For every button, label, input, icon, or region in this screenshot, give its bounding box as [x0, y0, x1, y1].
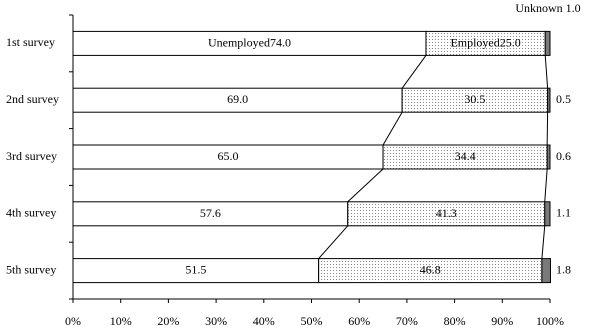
bar-segment [72, 144, 384, 170]
bar-segment [544, 201, 551, 227]
value-label: 51.5 [185, 262, 206, 276]
value-label-text: 25.0 [500, 35, 521, 49]
value-label: 34.4 [455, 149, 476, 163]
value-label-text: 46.8 [420, 262, 441, 276]
value-label: Unknown 1.0 [515, 1, 580, 15]
value-label: 0.5 [556, 92, 571, 106]
x-tick-label: 70% [396, 314, 418, 328]
value-label: 1.8 [556, 262, 571, 276]
bar-segment [382, 144, 548, 170]
value-label-text: 65.0 [218, 149, 239, 163]
y-tick-label: 2nd survey [6, 92, 59, 106]
value-label: 41.3 [436, 206, 457, 220]
y-tick-label: 3rd survey [6, 149, 57, 163]
value-label: 65.0 [218, 149, 239, 163]
value-label: 57.6 [200, 206, 221, 220]
y-tick-label: 4th survey [6, 206, 56, 220]
value-label-text: 69.0 [227, 92, 248, 106]
bar-segment [72, 87, 403, 113]
y-tick-label: 5th survey [6, 262, 56, 276]
value-label: 30.5 [464, 92, 485, 106]
bar-segment [547, 87, 551, 113]
bar-segment [318, 258, 543, 284]
value-label: 0.6 [556, 149, 571, 163]
x-tick-label: 20% [157, 314, 179, 328]
bar-segment [541, 258, 551, 284]
legend-label: Unemployed [208, 35, 270, 49]
x-tick-label: 50% [301, 314, 323, 328]
x-tick-label: 40% [253, 314, 275, 328]
value-label-text: 41.3 [436, 206, 457, 220]
bar-segment [72, 30, 427, 56]
bar-segment [72, 201, 349, 227]
value-label-text: 34.4 [455, 149, 476, 163]
value-label: 46.8 [420, 262, 441, 276]
x-tick-label: 10% [110, 314, 132, 328]
connector-line [544, 168, 548, 202]
legend-label: Employed [450, 35, 499, 49]
x-tick-label: 60% [348, 314, 370, 328]
bar-segment [546, 144, 551, 170]
x-tick-label: 30% [205, 314, 227, 328]
connector-line [318, 225, 349, 259]
value-label: Unemployed74.0 [208, 35, 291, 49]
value-label: 1.1 [556, 206, 571, 220]
connector-line [541, 225, 546, 259]
value-label: Employed25.0 [450, 35, 520, 49]
connector-line [382, 111, 403, 146]
value-label-text: 57.6 [200, 206, 221, 220]
connector-line [347, 168, 384, 203]
value-label-text: 51.5 [185, 262, 206, 276]
bar-segment [72, 258, 320, 284]
bar-segment [401, 87, 549, 113]
connector-line [544, 55, 549, 89]
x-tick-label: 80% [444, 314, 466, 328]
connector-line [401, 55, 427, 89]
bar-segment [544, 30, 551, 56]
value-label: 69.0 [227, 92, 248, 106]
x-tick-label: 100% [536, 314, 564, 328]
value-label-text: 1.0 [566, 1, 581, 15]
x-tick-label: 0% [65, 314, 81, 328]
bar-segment [425, 30, 546, 56]
value-label-text: 30.5 [464, 92, 485, 106]
legend-label: Unknown [515, 1, 562, 15]
x-tick-label: 90% [491, 314, 513, 328]
bar-segment [347, 201, 546, 227]
value-label-text: 74.0 [270, 35, 291, 49]
y-tick-label: 1st survey [6, 35, 55, 49]
